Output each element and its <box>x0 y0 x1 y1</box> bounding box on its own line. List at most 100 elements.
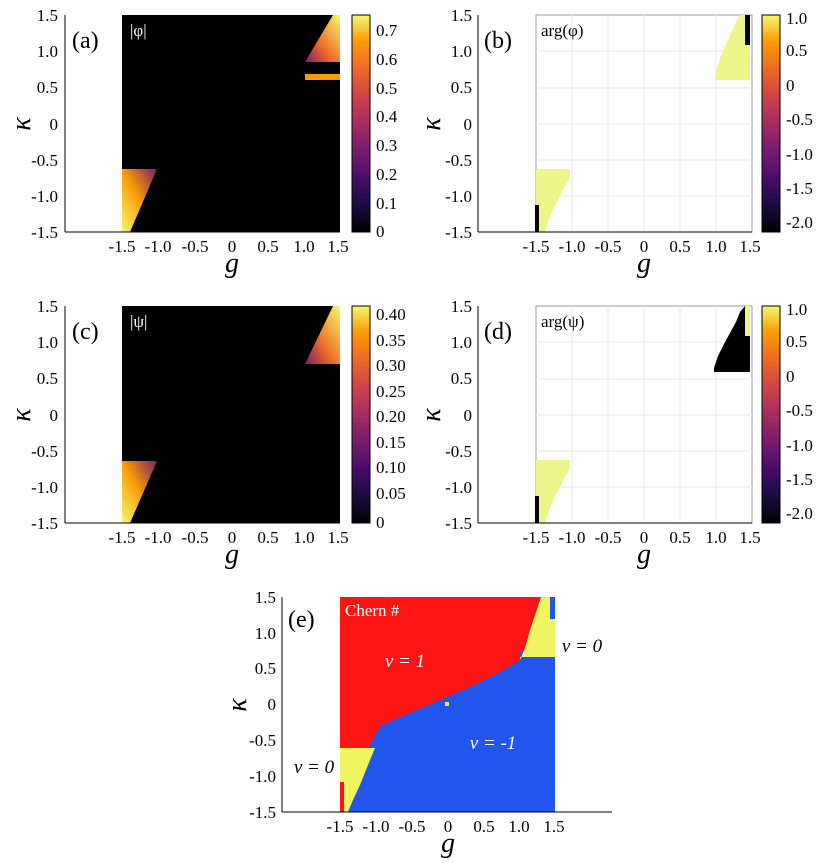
y-tick-label: -1.0 <box>249 767 276 786</box>
y-tick-label: -1.0 <box>445 187 472 206</box>
y-ticks: 1.5 1.0 0.5 0 -0.5 -1.0 -1.5 <box>445 6 472 242</box>
y-tick-label: -1.0 <box>31 187 58 206</box>
region-label-v0-left: v = 0 <box>294 757 335 778</box>
y-tick-label: 1.5 <box>37 6 58 25</box>
colorbar-gradient <box>351 14 371 233</box>
y-ticks: 1.5 1.0 0.5 0 -0.5 -1.0 -1.5 <box>249 588 276 822</box>
chern-region-v0-lower <box>340 748 375 812</box>
heatmap-wedge-lower <box>122 461 157 523</box>
phase-region-lower-dark <box>535 496 539 523</box>
y-ticks: 1.5 1.0 0.5 0 -0.5 -1.0 -1.5 <box>31 6 58 242</box>
x-tick-label: 1.5 <box>327 528 348 547</box>
y-tick-label: 1.0 <box>451 42 472 61</box>
chern-region-v0-upper <box>520 597 555 660</box>
gridlines <box>536 306 752 523</box>
x-tick-label: 0 <box>228 528 237 547</box>
y-tick-label: 1.0 <box>37 333 58 352</box>
x-tick-label: 1.5 <box>543 817 564 836</box>
colorbar-tick-label: 0.5 <box>786 41 807 60</box>
x-axis-label: g <box>637 248 651 279</box>
colorbar-tick-label: 0.15 <box>376 433 406 452</box>
y-tick-label: -1.5 <box>31 223 58 242</box>
y-tick-label: 0.5 <box>451 369 472 388</box>
x-tick-label: 1.5 <box>739 237 760 256</box>
y-tick-label: 0 <box>464 406 473 425</box>
colorbar-tick-label: -1.0 <box>786 436 813 455</box>
y-tick-label: 0 <box>268 695 277 714</box>
chern-region-vneg1 <box>340 652 555 812</box>
y-tick-label: 0.5 <box>37 369 58 388</box>
x-tick-label: 1.5 <box>327 237 348 256</box>
y-tick-label: -1.5 <box>445 514 472 533</box>
chern-region-v0-dot <box>445 702 449 706</box>
x-tick-label: 0 <box>640 237 649 256</box>
colorbar-tick-label: 0 <box>786 367 795 386</box>
colorbar: 1.0 0.5 0 -0.5 -1.0 -1.5 -2.0 <box>761 9 813 233</box>
y-tick-label: 1.5 <box>451 6 472 25</box>
x-tick-label: 0 <box>640 528 649 547</box>
inset-label: |ψ| <box>130 312 147 331</box>
phase-region-upper-light <box>745 306 750 336</box>
y-axis-label: κ <box>416 117 447 131</box>
colorbar: 0.40 0.35 0.30 0.25 0.20 0.15 0.10 0.05 … <box>351 305 406 532</box>
heatmap-wedge-upper-edge <box>305 74 340 80</box>
x-tick-label: 1.0 <box>293 528 314 547</box>
heatmap-background <box>122 306 340 523</box>
phase-region-lower-dark <box>535 205 539 232</box>
region-label-vneg1: v = -1 <box>470 733 517 754</box>
x-tick-label: 0.5 <box>669 528 690 547</box>
colorbar-tick-label: 0.20 <box>376 407 406 426</box>
inset-label: arg(ψ) <box>541 312 584 331</box>
inset-label: Chern # <box>345 601 400 620</box>
colorbar-tick-label: 0.30 <box>376 356 406 375</box>
colorbar-tick-label: -1.5 <box>786 470 813 489</box>
colorbar-tick-label: -2.0 <box>786 213 813 232</box>
heatmap-background <box>122 15 340 232</box>
y-tick-label: 0.5 <box>451 78 472 97</box>
panel-label: (d) <box>484 319 512 345</box>
x-ticks: -1.5 -1.0 -0.5 0 0.5 1.0 1.5 <box>109 237 349 256</box>
x-tick-label: 0 <box>228 237 237 256</box>
y-tick-label: 0.5 <box>37 78 58 97</box>
x-axis-label: g <box>225 248 239 279</box>
x-tick-label: 1.5 <box>739 528 760 547</box>
region-label-v1: v = 1 <box>385 651 425 672</box>
x-tick-label: 0 <box>444 817 453 836</box>
x-tick-label: -1.5 <box>327 817 354 836</box>
y-axis-label: κ <box>416 408 447 422</box>
x-tick-label: 1.0 <box>293 237 314 256</box>
phase-region-upper <box>715 15 750 80</box>
colorbar-tick-label: 0.6 <box>376 50 397 69</box>
panel-label: (e) <box>288 607 315 633</box>
panel-label: (a) <box>72 28 99 54</box>
phase-region-upper <box>714 306 750 372</box>
chern-region-v1-sliver <box>340 782 344 812</box>
chern-region-vneg1-sliver <box>550 597 555 619</box>
y-tick-label: -0.5 <box>31 442 58 461</box>
x-tick-label: -1.0 <box>145 528 172 547</box>
x-tick-label: -1.5 <box>109 528 136 547</box>
y-tick-label: 0 <box>50 406 59 425</box>
x-tick-label: -0.5 <box>595 237 622 256</box>
y-tick-label: 1.5 <box>451 297 472 316</box>
x-tick-label: -0.5 <box>595 528 622 547</box>
colorbar-tick-label: 0 <box>376 513 385 532</box>
colorbar-tick-label: -1.5 <box>786 179 813 198</box>
colorbar-tick-label: 1.0 <box>786 9 807 28</box>
x-ticks: -1.5 -1.0 -0.5 0 0.5 1.0 1.5 <box>523 528 761 547</box>
colorbar-tick-label: 0.35 <box>376 331 406 350</box>
heatmap-wedge-upper <box>305 15 340 62</box>
x-tick-label: 1.0 <box>705 237 726 256</box>
x-tick-label: -1.0 <box>559 528 586 547</box>
y-tick-label: -1.0 <box>31 478 58 497</box>
x-tick-label: -1.5 <box>523 528 550 547</box>
colorbar-tick-label: 0.3 <box>376 136 397 155</box>
phase-region-lower <box>536 460 570 523</box>
colorbar-gradient <box>761 14 781 233</box>
x-tick-label: -1.5 <box>109 237 136 256</box>
x-axis-label: g <box>225 539 239 570</box>
panel-a: 1.5 1.0 0.5 0 -0.5 -1.0 -1.5 -1.5 -1.0 -… <box>6 6 398 279</box>
x-axis-label: g <box>637 539 651 570</box>
colorbar-tick-label: 0.4 <box>376 107 398 126</box>
